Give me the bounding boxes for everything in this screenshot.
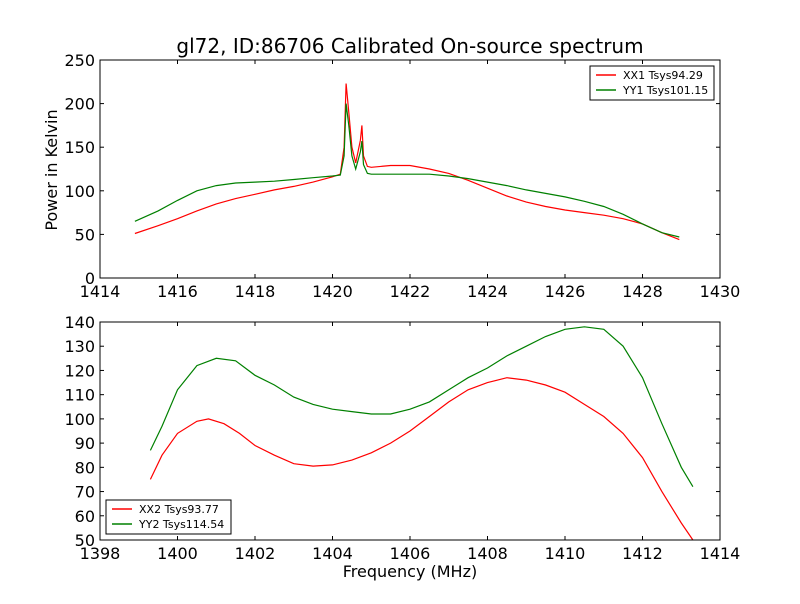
x-tick-label: 1430	[700, 282, 741, 301]
x-tick-label: 1406	[390, 544, 431, 563]
y-tick-label: 130	[64, 337, 95, 356]
legend-label: YY2 Tsys114.54	[138, 518, 224, 531]
x-tick-label: 1414	[700, 544, 741, 563]
y-tick-label: 50	[75, 225, 95, 244]
y-tick-label: 140	[64, 313, 95, 332]
x-tick-label: 1428	[622, 282, 663, 301]
legend-label: XX2 Tsys93.77	[139, 503, 219, 516]
series-line-1	[134, 83, 680, 241]
bottom-panel: 1398 1400 1402 1404 1406 1408 1410 1412 1414 50 60…	[64, 313, 740, 563]
legend-label: YY1 Tsys101.15	[622, 84, 708, 97]
x-tick-label: 1408	[467, 544, 508, 563]
legend: XX2 Tsys93.77 YY2 Tsys114.54	[105, 499, 232, 535]
y-tick-label: 60	[75, 507, 95, 526]
x-tick-label: 1426	[545, 282, 586, 301]
y-tick-label: 250	[64, 51, 95, 70]
legend-label: XX1 Tsys94.29	[623, 69, 703, 82]
x-tick-label: 1414	[80, 282, 121, 301]
y-tick-label: 90	[75, 434, 95, 453]
series-line-1	[149, 377, 694, 541]
x-tick-label: 1418	[235, 282, 276, 301]
x-tick-label: 1398	[80, 544, 121, 563]
y-tick-label: 110	[64, 386, 95, 405]
y-tick-label: 120	[64, 361, 95, 380]
x-tick-label: 1422	[390, 282, 431, 301]
x-tick-label: 1424	[467, 282, 508, 301]
y-tick-label: 150	[64, 138, 95, 157]
x-tick-label: 1400	[157, 544, 198, 563]
bottom-x-axis-label: Frequency (MHz)	[343, 562, 477, 581]
x-tick-label: 1420	[312, 282, 353, 301]
legend: XX1 Tsys94.29 YY1 Tsys101.15	[589, 65, 715, 101]
y-tick-label: 100	[64, 410, 95, 429]
chart-title: gl72, ID:86706 Calibrated On-source spec…	[176, 34, 643, 58]
y-tick-label: 200	[64, 95, 95, 114]
x-tick-label: 1412	[622, 544, 663, 563]
y-tick-label: 100	[64, 182, 95, 201]
series-line-2	[149, 326, 694, 488]
top-y-axis-label: Power in Kelvin	[42, 109, 61, 230]
legend-box	[589, 65, 715, 101]
y-tick-label: 70	[75, 483, 95, 502]
top-panel: 1414 1416 1418 1420 1422 1424 1426 1428 1430 0 50 1…	[64, 51, 740, 301]
y-tick-label: 50	[75, 531, 95, 550]
x-tick-label: 1410	[545, 544, 586, 563]
series-line-2	[134, 103, 680, 238]
y-tick-label: 80	[75, 458, 95, 477]
y-tick-label: 0	[85, 269, 95, 288]
x-tick-label: 1402	[235, 544, 276, 563]
x-tick-label: 1404	[312, 544, 353, 563]
legend-box	[105, 499, 232, 535]
x-tick-label: 1416	[157, 282, 198, 301]
